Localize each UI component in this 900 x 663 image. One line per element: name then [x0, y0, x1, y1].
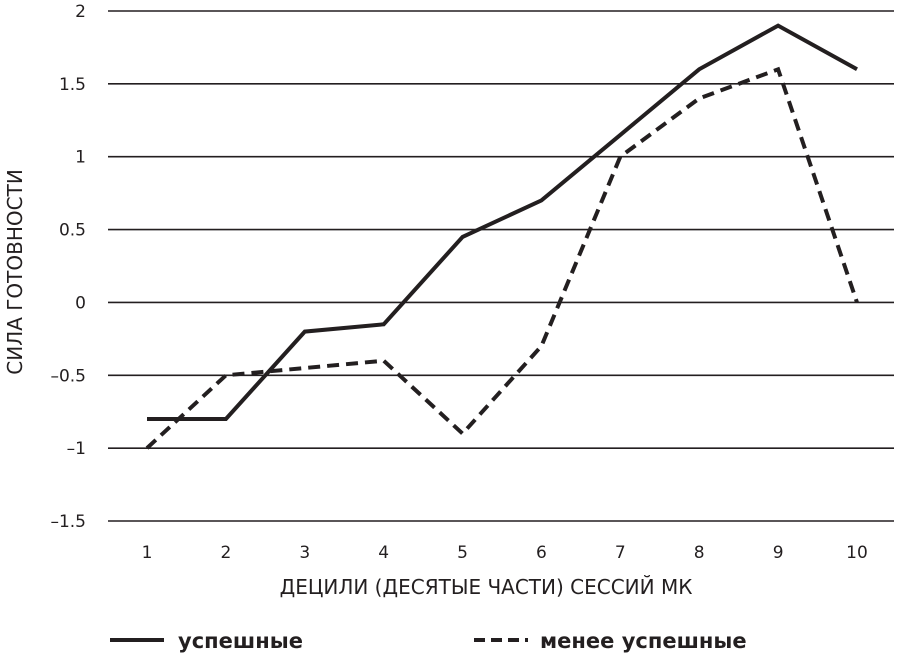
- series-line-less-successful: [145, 66, 859, 450]
- x-tick-label: 2: [220, 543, 231, 563]
- x-tick-label: 6: [536, 543, 547, 563]
- x-tick-label: 9: [773, 543, 784, 563]
- series-line-successful: [147, 23, 858, 421]
- y-tick-label: –1.5: [50, 512, 86, 532]
- y-axis-title: СИЛА ГОТОВНОСТИ: [3, 169, 27, 375]
- y-tick-label: 1.5: [59, 75, 86, 95]
- y-tick-label: –1: [67, 439, 86, 459]
- y-tick-label: 0: [75, 293, 86, 313]
- y-tick-label: 1: [75, 148, 86, 168]
- y-tick-label: 0.5: [59, 221, 86, 241]
- legend-label-successful: успешные: [178, 629, 303, 653]
- x-tick-label: 4: [378, 543, 389, 563]
- x-tick-label: 10: [846, 543, 868, 563]
- x-tick-label: 5: [457, 543, 468, 563]
- x-axis-title: ДЕЦИЛИ (ДЕСЯТЫЕ ЧАСТИ) СЕССИЙ МК: [280, 575, 693, 599]
- y-tick-label: 2: [75, 2, 86, 22]
- y-tick-labels: 2 1.5 1 0.5 0 –0.5 –1 –1.5: [50, 2, 86, 532]
- legend: успешные менее успешные: [110, 629, 747, 653]
- x-tick-label: 3: [299, 543, 310, 563]
- x-tick-labels: 1 2 3 4 5 6 7 8 9 10: [142, 543, 868, 563]
- legend-label-less-successful: менее успешные: [540, 629, 747, 653]
- gridlines: [108, 10, 894, 522]
- x-tick-label: 8: [694, 543, 705, 563]
- x-tick-label: 7: [615, 543, 626, 563]
- x-tick-label: 1: [142, 543, 153, 563]
- y-tick-label: –0.5: [50, 366, 86, 386]
- series-lines: [145, 23, 859, 450]
